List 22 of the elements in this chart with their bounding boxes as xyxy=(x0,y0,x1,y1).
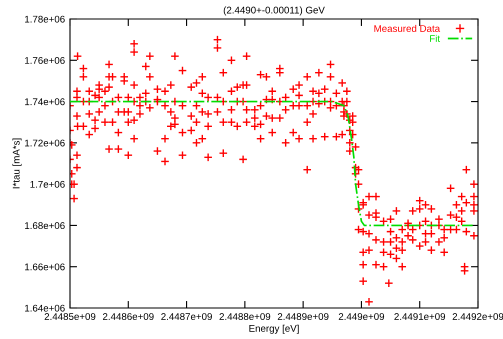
y-tick-label: 1.74e+06 xyxy=(25,98,65,106)
y-tick-label: 1.68e+06 xyxy=(25,222,65,230)
y-tick-label: 1.76e+06 xyxy=(25,57,65,64)
x-tick-label: 2.4488e+09 xyxy=(220,313,270,320)
x-tick-label: 2.4491e+09 xyxy=(394,313,446,320)
y-tick-label: 1.72e+06 xyxy=(25,140,65,146)
y-tick-label: 1.64e+06 xyxy=(25,304,65,312)
y-tick-label: 1.66e+06 xyxy=(25,263,65,270)
x-tick-label: 2.4487e+09 xyxy=(161,313,212,320)
x-tick-label: 2.4492e+09 xyxy=(452,313,503,320)
x-tick-label: 2.4489e+09 xyxy=(278,313,328,320)
legend-label: Fit xyxy=(430,34,440,42)
x-tick-label: 2.4485e+09 xyxy=(44,313,96,320)
legend-label: Measured Data xyxy=(374,24,440,32)
x-axis-title: Energy [eV] xyxy=(249,324,299,334)
y-tick-label: 1.78e+06 xyxy=(25,16,65,23)
chart-title: (2.4490+-0.00011) GeV xyxy=(224,6,325,16)
y-tick-label: 1.7e+06 xyxy=(30,180,65,188)
x-tick-label: 2.449e+09 xyxy=(338,313,384,320)
y-axis-title: I*tau [mA*s] xyxy=(12,138,22,188)
x-tick-label: 2.4486e+09 xyxy=(102,313,154,320)
line-series xyxy=(70,100,475,226)
